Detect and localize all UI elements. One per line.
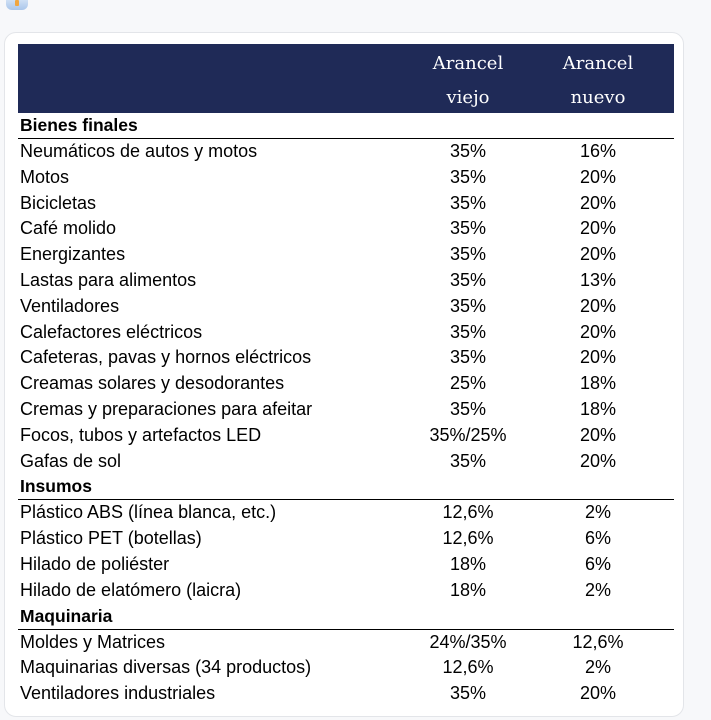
arancel-viejo-cell: 35% xyxy=(449,192,487,213)
arancel-nuevo-cell: 2% xyxy=(584,579,611,600)
header-arancel-nuevo: Arancel nuevo xyxy=(562,53,634,108)
arancel-viejo-cell: 12,6% xyxy=(442,657,494,678)
arancel-nuevo-cell: 13% xyxy=(579,269,617,290)
table-row: Hilado de poliéster 18% 6% xyxy=(18,552,674,578)
arancel-viejo-cell: 35% xyxy=(449,398,487,419)
arancel-viejo-cell: 35% xyxy=(449,683,487,704)
arancel-viejo-cell: 35% xyxy=(449,450,487,471)
table-row: Cremas y preparaciones para afeitar 35% 18… xyxy=(18,397,674,423)
row-label: Hilado de elatómero (laicra) xyxy=(20,579,242,600)
arancel-viejo-cell: 18% xyxy=(449,579,487,600)
arancel-nuevo-cell: 18% xyxy=(579,398,617,419)
arancel-nuevo-cell: 20% xyxy=(579,244,617,265)
arancel-nuevo-cell: 18% xyxy=(579,373,617,394)
row-label: Gafas de sol xyxy=(20,450,122,471)
row-label: Moldes y Matrices xyxy=(20,631,166,652)
arancel-viejo-cell: 35% xyxy=(449,295,487,316)
row-label: Plástico ABS (línea blanca, etc.) xyxy=(20,502,277,523)
arancel-viejo-cell: 12,6% xyxy=(442,528,494,549)
table-row: Ventiladores 35% 20% xyxy=(18,294,674,320)
arancel-nuevo-cell: 20% xyxy=(579,218,617,239)
table-row: Ventiladores industriales 35% 20% xyxy=(18,681,674,707)
table-row: Energizantes 35% 20% xyxy=(18,242,674,268)
arancel-viejo-cell: 35% xyxy=(449,269,487,290)
table-row: Focos, tubos y artefactos LED 35%/25% 20% xyxy=(18,423,674,449)
table-row: Maquinarias diversas (34 productos) 12,6%… xyxy=(18,655,674,681)
row-label: Motos xyxy=(20,166,70,187)
arancel-nuevo-cell: 6% xyxy=(584,553,611,574)
table-row: Cafeteras, pavas y hornos eléctricos 35% 2… xyxy=(18,345,674,371)
table-row: Neumáticos de autos y motos 35% 16% xyxy=(18,139,674,165)
row-label: Bicicletas xyxy=(20,192,97,213)
arancel-nuevo-cell: 20% xyxy=(579,321,617,342)
table-row: Lastas para alimentos 35% 13% xyxy=(18,268,674,294)
arancel-nuevo-cell: 2% xyxy=(584,657,611,678)
arancel-viejo-cell: 35% xyxy=(449,321,487,342)
table-row: Hilado de elatómero (laicra) 18% 2% xyxy=(18,578,674,604)
arancel-nuevo-cell: 12,6% xyxy=(572,631,624,652)
arancel-nuevo-cell: 16% xyxy=(579,141,617,161)
table-row: Bicicletas 35% 20% xyxy=(18,191,674,217)
row-label: Plástico PET (botellas) xyxy=(20,528,202,549)
table-row: Café molido 35% 20% xyxy=(18,216,674,242)
table-row: Plástico ABS (línea blanca, etc.) 12,6% 2% xyxy=(18,500,674,526)
image-icon xyxy=(6,0,28,10)
arancel-nuevo-cell: 20% xyxy=(579,295,617,316)
arancel-viejo-cell: 12,6% xyxy=(442,502,494,523)
section-heading: Insumos xyxy=(18,474,674,501)
arancel-nuevo-cell: 20% xyxy=(579,347,617,368)
arancel-viejo-cell: 25% xyxy=(449,373,487,394)
header-arancel-viejo: Arancel viejo xyxy=(432,53,504,108)
table-row: Calefactores eléctricos 35% 20% xyxy=(18,320,674,346)
arancel-nuevo-cell: 20% xyxy=(579,166,617,187)
table-row: Motos 35% 20% xyxy=(18,165,674,191)
table-row: Creamas solares y desodorantes 25% 18% xyxy=(18,371,674,397)
table-body: Bienes finales Neumáticos de autos y moto… xyxy=(18,113,674,707)
arancel-viejo-cell: 35% xyxy=(449,347,487,368)
row-label: Creamas solares y desodorantes xyxy=(20,373,285,394)
table-row: Gafas de sol 35% 20% xyxy=(18,449,674,475)
row-label: Lastas para alimentos xyxy=(20,269,197,290)
section-heading: Bienes finales xyxy=(18,113,674,139)
arancel-nuevo-cell: 20% xyxy=(579,424,617,445)
row-label: Ventiladores xyxy=(20,295,120,316)
arancel-viejo-cell: 24%/35% xyxy=(429,631,507,652)
arancel-viejo-cell: 35% xyxy=(449,244,487,265)
row-label: Café molido xyxy=(20,218,117,239)
row-label: Hilado de poliéster xyxy=(20,553,170,574)
tariff-table-card: Arancel viejo Arancel nuevo Bienes finales… xyxy=(4,32,684,717)
arancel-viejo-cell: 18% xyxy=(449,553,487,574)
arancel-nuevo-cell: 20% xyxy=(579,450,617,471)
row-label: Cafeteras, pavas y hornos eléctricos xyxy=(20,347,312,368)
table-row: Moldes y Matrices 24%/35% 12,6% xyxy=(18,630,674,656)
arancel-nuevo-cell: 20% xyxy=(579,192,617,213)
row-label: Ventiladores industriales xyxy=(20,683,216,704)
table-header: Arancel viejo Arancel nuevo xyxy=(18,44,674,113)
row-label: Energizantes xyxy=(20,244,126,265)
arancel-viejo-cell: 35% xyxy=(449,141,487,161)
arancel-nuevo-cell: 2% xyxy=(584,502,611,523)
row-label: Cremas y preparaciones para afeitar xyxy=(20,398,313,419)
row-label: Maquinarias diversas (34 productos) xyxy=(20,657,312,678)
arancel-viejo-cell: 35% xyxy=(449,218,487,239)
arancel-nuevo-cell: 6% xyxy=(584,528,611,549)
row-label: Neumáticos de autos y motos xyxy=(20,141,258,161)
arancel-viejo-cell: 35%/25% xyxy=(429,424,507,445)
arancel-viejo-cell: 35% xyxy=(449,166,487,187)
tariff-table: Arancel viejo Arancel nuevo Bienes finales… xyxy=(18,44,674,707)
row-label: Calefactores eléctricos xyxy=(20,321,203,342)
section-heading: Maquinaria xyxy=(18,604,674,630)
row-label: Focos, tubos y artefactos LED xyxy=(20,424,262,445)
table-row: Plástico PET (botellas) 12,6% 6% xyxy=(18,526,674,552)
arancel-nuevo-cell: 20% xyxy=(579,683,617,704)
